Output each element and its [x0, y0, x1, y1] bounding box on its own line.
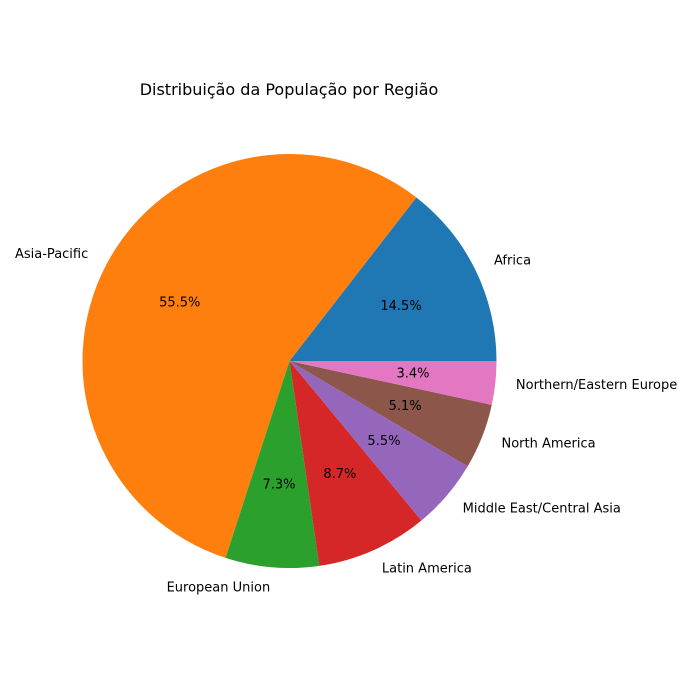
slice-label-latin-america: Latin America [382, 562, 472, 577]
percent-label-asia-pacific: 55.5% [159, 295, 200, 310]
pie-labels: Africa 14.5% Asia-Pacific 55.5% European Uni… [15, 247, 677, 595]
percent-label-european-union: 7.3% [262, 477, 295, 492]
percent-label-northern-eastern-europe: 3.4% [396, 367, 429, 382]
pie-slice-northern-eastern-europe [289, 361, 497, 405]
pie-slice-asia-pacific [82, 154, 417, 558]
pie-slice-european-union [225, 361, 320, 568]
chart-title: Distribuição da População por Região [140, 80, 439, 99]
percent-label-latin-america: 8.7% [323, 467, 356, 482]
slice-label-middle-east-central-asia: Middle East/Central Asia [463, 501, 621, 516]
percent-label-africa: 14.5% [380, 299, 421, 314]
slice-label-africa: Africa [494, 253, 531, 268]
slice-label-northern-eastern-europe: Northern/Eastern Europe [516, 378, 677, 393]
pie-slices [82, 154, 497, 568]
pie-slice-latin-america [289, 361, 422, 566]
slice-label-north-america: North America [501, 437, 595, 452]
percent-label-middle-east-central-asia: 5.5% [367, 434, 400, 449]
slice-label-asia-pacific: Asia-Pacific [15, 247, 88, 262]
pie-slice-north-america [289, 361, 492, 467]
slice-label-european-union: European Union [167, 580, 271, 595]
pie-slice-africa [289, 197, 497, 361]
pie-slice-middle-east-central-asia [289, 361, 468, 521]
percent-label-north-america: 5.1% [389, 399, 422, 414]
